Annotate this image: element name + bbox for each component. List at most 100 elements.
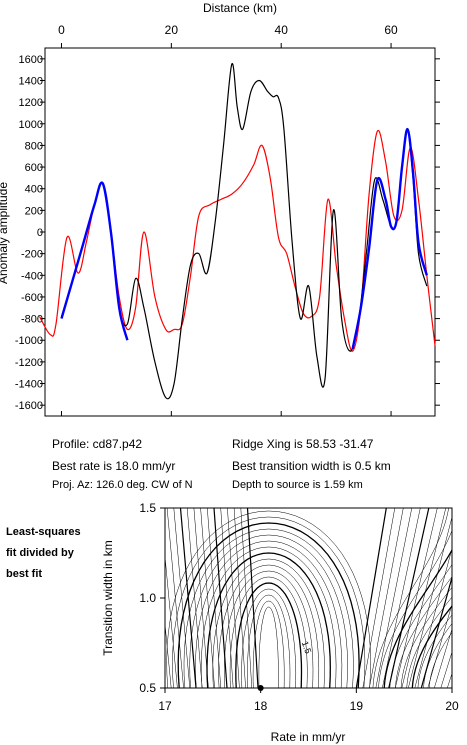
profile-y-tick-label: 800	[25, 140, 43, 152]
contour-line	[408, 515, 452, 688]
contour-y-ticks: 0.5 1.0 1.5	[139, 501, 165, 695]
contour-line	[207, 508, 222, 688]
profile-y-tick-label: 200	[25, 205, 43, 217]
contour-line	[401, 508, 447, 688]
contour-line	[220, 508, 234, 688]
contour-line	[428, 632, 452, 688]
contour-line	[193, 508, 209, 688]
contour-line	[241, 588, 297, 688]
contour-line	[212, 558, 325, 688]
fit-note-line-3: best fit	[6, 568, 43, 580]
contour-line	[434, 628, 452, 688]
contour-x-ticks: 17 18 19 20	[158, 688, 459, 713]
contour-line	[395, 576, 452, 688]
contour-line	[427, 603, 452, 688]
profile-y-tick-label: 0	[37, 227, 43, 239]
contour-x-axis-label: Rate in mm/yr	[271, 730, 346, 744]
profile-y-tick-label: -600	[21, 292, 43, 304]
contour-line	[227, 508, 240, 688]
profile-y-tick-label: 1400	[19, 75, 43, 87]
contour-line	[375, 508, 413, 688]
contour-line	[200, 508, 215, 688]
ridge-crossing: Ridge Xing is 58.53 -31.47	[232, 437, 374, 451]
contour-x-tick-label: 20	[445, 699, 459, 713]
profile-y-tick-label: 600	[25, 162, 43, 174]
best-fit-minimum-marker	[257, 685, 264, 691]
contour-line	[460, 508, 467, 688]
best-rate: Best rate is 18.0 mm/yr	[52, 459, 176, 473]
profile-x-ticks: 0 20 40 60	[58, 23, 398, 416]
contour-line	[355, 508, 387, 688]
profile-y-tick-label: -200	[21, 249, 43, 261]
contour-line	[173, 508, 191, 688]
contour-y-tick-label: 0.5	[139, 681, 156, 695]
profile-lines	[38, 63, 436, 400]
contour-line	[417, 614, 452, 688]
contour-line	[172, 516, 366, 688]
contour-line	[252, 600, 285, 688]
contour-x-tick-label: 17	[158, 699, 172, 713]
contour-line	[420, 575, 452, 688]
profile-x-tick-label: 40	[275, 23, 289, 37]
profile-plot-frame	[44, 47, 436, 417]
projection-azimuth: Proj. Az: 126.0 deg. CW of N	[52, 479, 193, 491]
profile-y-tick-label: 1000	[19, 119, 43, 131]
contour-line	[383, 548, 452, 688]
profile-y-tick-label: 1600	[19, 54, 43, 66]
contour-line	[166, 510, 371, 688]
contour-line	[195, 540, 343, 688]
fitted-segment-line	[351, 127, 428, 350]
profile-chart: 0 20 40 60 -1600 -1400 -1200 -1000 -800 -600 -400…	[0, 1, 440, 417]
contour-line	[388, 508, 430, 688]
contour-x-tick-label: 18	[254, 699, 268, 713]
fit-note: Least-squares fit divided by best fit	[6, 522, 81, 585]
contour-line	[454, 508, 467, 688]
profile-y-tick-label: -800	[21, 314, 43, 326]
contour-chart: 17 18 19 20 0.5 1.0 1.5 1.5 Rate in mm/yr Tra…	[101, 501, 467, 744]
profile-x-axis-label: Distance (km)	[203, 1, 277, 15]
profile-y-tick-label: 1200	[19, 97, 43, 109]
contour-y-axis-label: Transition width in km	[101, 540, 115, 656]
observed-profile-line	[60, 63, 428, 400]
profile-x-tick-label: 20	[165, 23, 179, 37]
contour-line	[200, 546, 337, 688]
contour-line	[189, 534, 348, 688]
contour-line	[235, 582, 303, 688]
contour-line	[165, 554, 178, 688]
contour-line	[179, 508, 197, 688]
contour-line	[224, 570, 314, 688]
contour-line	[165, 621, 172, 688]
contour-line	[240, 508, 253, 688]
profile-y-tick-label: 400	[25, 184, 43, 196]
contour-line	[369, 508, 404, 688]
contour-line	[206, 552, 331, 688]
contour-line	[186, 508, 203, 688]
profile-y-ticks: -1600 -1400 -1200 -1000 -800 -600 -400 -200 0 200…	[15, 54, 440, 412]
profile-y-tick-label: -1400	[15, 379, 43, 391]
contour-line	[213, 508, 228, 688]
model-profile-line	[38, 129, 436, 352]
contour-line	[246, 508, 259, 688]
contour-y-tick-label: 1.5	[139, 501, 156, 515]
depth-to-source: Depth to source is 1.59 km	[232, 479, 363, 491]
contour-line	[400, 586, 452, 688]
contour-line	[166, 508, 184, 688]
contour-line	[414, 547, 452, 688]
best-transition-width: Best transition width is 0.5 km	[232, 459, 391, 473]
contour-line	[258, 606, 279, 688]
contour-line	[183, 528, 354, 688]
contour-line	[382, 508, 421, 688]
fit-note-line-2: fit divided by	[6, 547, 74, 559]
contour-line	[406, 596, 452, 688]
profile-x-tick-label: 60	[384, 23, 398, 37]
contour-line	[378, 529, 452, 688]
profile-x-tick-label: 0	[58, 23, 65, 37]
contour-level-label: 1.5	[300, 640, 314, 655]
contour-line	[423, 623, 452, 688]
profile-y-axis-label: Anomaly amplitude	[0, 182, 10, 284]
contour-line	[229, 576, 308, 688]
fit-note-line-1: Least-squares	[6, 526, 81, 538]
contour-x-tick-label: 19	[350, 699, 364, 713]
contour-line	[372, 508, 449, 688]
